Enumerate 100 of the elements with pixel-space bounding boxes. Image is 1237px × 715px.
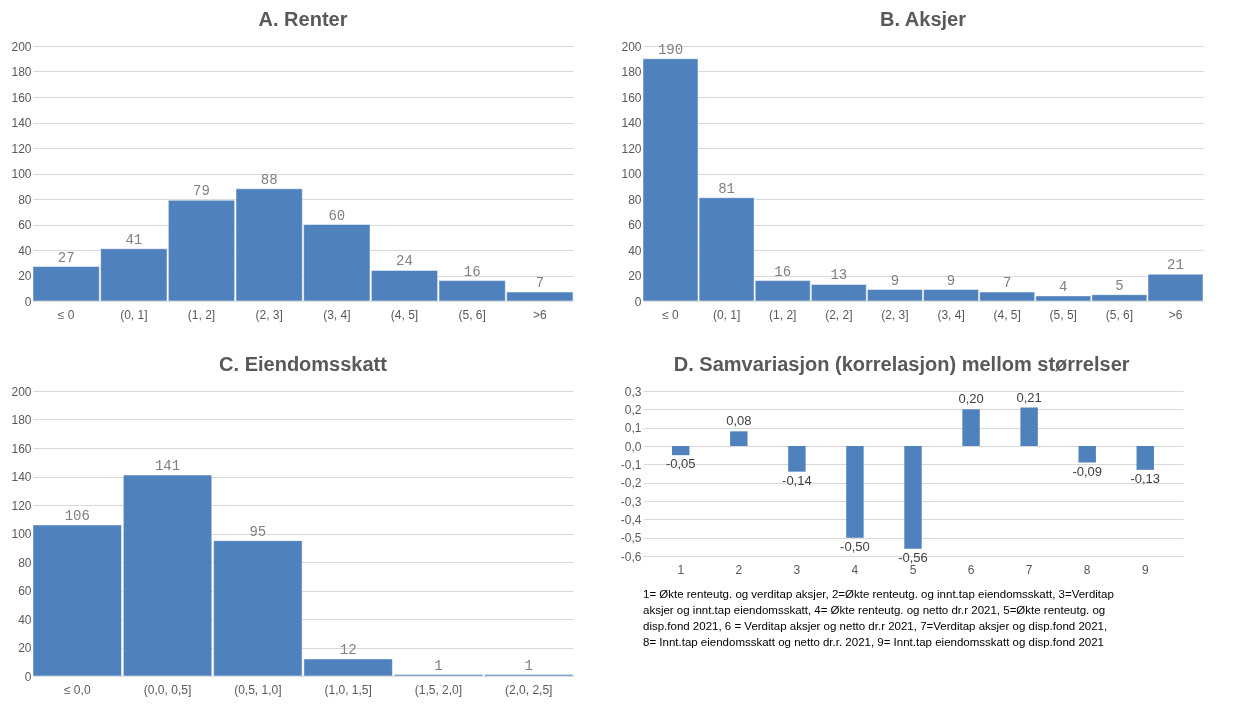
y-tick-label: 100: [621, 167, 642, 181]
y-tick-label: -0,6: [620, 549, 642, 564]
data-label: 190: [657, 41, 684, 58]
bar: [904, 446, 922, 549]
y-tick-label: 180: [11, 413, 32, 427]
x-tick-label: ≤ 0,0: [63, 682, 91, 697]
y-tick-label: 40: [628, 243, 642, 258]
x-tick-label: 6: [967, 562, 975, 577]
data-label: 141: [154, 458, 181, 475]
y-tick-label: 120: [11, 498, 32, 513]
bar: [1078, 446, 1096, 463]
bar: [1136, 446, 1154, 470]
data-label: 21: [1167, 257, 1184, 274]
data-label: 95: [249, 523, 267, 540]
bar: [788, 446, 806, 472]
data-label: 24: [396, 253, 413, 270]
data-label: 9: [890, 272, 900, 289]
data-label: 60: [328, 207, 346, 224]
data-label: 27: [57, 249, 75, 266]
x-tick-label: (2, 3]: [881, 307, 909, 322]
y-tick-label: 160: [11, 441, 32, 456]
x-tick-label: (1, 2]: [769, 307, 797, 322]
y-tick-label: 0: [24, 294, 32, 309]
data-label: 7: [535, 275, 545, 292]
y-tick-label: 140: [11, 116, 32, 130]
data-label: 9: [946, 272, 956, 289]
data-label: -0,56: [898, 549, 928, 565]
y-tick-label: 60: [18, 584, 32, 598]
data-label: 0,08: [726, 413, 752, 429]
y-tick-label: -0,3: [620, 494, 642, 509]
x-tick-label: (2, 3]: [255, 307, 283, 322]
bar: [846, 446, 864, 538]
x-tick-label: >6: [1168, 307, 1183, 322]
chart-title: C. Eiendomsskatt: [219, 353, 388, 375]
data-label: 106: [64, 507, 90, 524]
data-label: -0,05: [665, 456, 696, 472]
y-tick-label: 40: [18, 243, 32, 258]
x-tick-label: (5, 6]: [1105, 307, 1134, 322]
data-label: 12: [339, 641, 357, 658]
y-tick-label: 200: [11, 39, 32, 54]
chart-title: A. Renter: [258, 8, 348, 30]
y-tick-label: -0,1: [620, 457, 642, 472]
y-tick-label: 20: [628, 269, 642, 283]
y-tick-label: -0,2: [620, 476, 642, 491]
chart-title: B. Aksjer: [880, 8, 967, 30]
y-tick-label: 0,2: [624, 402, 642, 417]
x-tick-label: 3: [793, 562, 801, 577]
y-tick-label: 0,0: [624, 439, 642, 454]
x-tick-label: (0, 1]: [712, 307, 741, 322]
x-tick-label: 7: [1025, 562, 1033, 577]
x-tick-label: (5, 5]: [1049, 307, 1077, 322]
data-label: 88: [260, 171, 278, 188]
x-tick-label: (2,0, 2,5]: [505, 682, 553, 697]
y-tick-label: 100: [11, 527, 32, 541]
x-tick-label: ≤ 0: [57, 307, 75, 322]
y-tick-label: 20: [18, 269, 32, 283]
y-tick-label: 80: [628, 192, 642, 207]
y-tick-label: 80: [18, 192, 32, 207]
data-label: 81: [718, 180, 736, 197]
y-tick-label: 180: [11, 65, 32, 79]
chart-title: D. Samvariasjon (korrelasjon) mellom størrelser: [673, 353, 1130, 375]
y-tick-label: 80: [18, 555, 32, 570]
x-tick-label: (1,0, 1,5]: [324, 682, 372, 697]
data-label: 1: [524, 657, 533, 674]
x-tick-label: 2: [735, 562, 743, 577]
x-tick-label: (0, 1]: [120, 307, 148, 322]
y-tick-label: -0,4: [620, 512, 642, 527]
y-tick-label: 0,1: [624, 421, 642, 436]
bar: [962, 409, 980, 446]
data-label: 13: [830, 267, 848, 284]
y-tick-label: 0,3: [624, 384, 642, 399]
x-tick-label: (0,5, 1,0]: [234, 682, 282, 697]
x-tick-label: 9: [1141, 562, 1149, 577]
y-tick-label: 100: [11, 167, 32, 181]
x-tick-label: >6: [533, 307, 548, 322]
y-tick-label: 60: [18, 218, 32, 232]
data-label: -0,14: [782, 472, 812, 488]
x-tick-label: (3, 4]: [323, 307, 351, 322]
y-tick-label: 60: [628, 218, 642, 232]
x-tick-label: ≤ 0: [662, 307, 680, 322]
y-tick-label: 160: [621, 90, 642, 105]
bar: [730, 431, 748, 446]
x-tick-label: (3, 4]: [937, 307, 965, 322]
x-tick-label: (2, 2]: [825, 307, 853, 322]
data-label: 0,20: [958, 391, 984, 407]
bar: [1020, 407, 1038, 446]
data-label: -0,50: [840, 538, 870, 554]
data-label: 16: [463, 263, 481, 280]
x-tick-label: 5: [909, 562, 917, 577]
x-tick-label: (4, 5]: [993, 307, 1021, 322]
y-tick-label: 140: [621, 116, 642, 130]
text: 1= Økte renteutg. og verditap aksjer, 2=Økte renteutg. og innt.tap eiendomsskatt, 3=Verditap aksjer og innt.tap eiendomsskatt, 4= Økte renteutg. og netto dr.r 2021, 5=Økte renteutg. og disp.fond 2021, 6 = Verditap aksjer og netto dr.r 2021, 7=Verditap aksjer og disp.fond 2021, 8= Innt.tap eiendomsskatt og netto dr.r. 2021, 9= Innt.tap eiendomsskatt og disp.fond 2021: [643, 588, 1114, 648]
x-tick-label: (0,0, 0,5]: [143, 682, 192, 697]
data-label: 7: [1002, 275, 1012, 292]
y-tick-label: 200: [621, 39, 642, 54]
data-label: 79: [193, 183, 210, 200]
data-label: 16: [774, 263, 792, 280]
y-tick-label: 180: [621, 65, 642, 79]
y-tick-label: 140: [11, 470, 32, 484]
x-tick-label: (1,5, 2,0]: [414, 682, 463, 697]
